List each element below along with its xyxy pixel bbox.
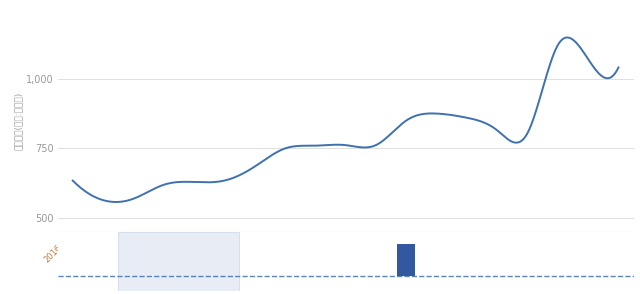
Bar xyxy=(397,244,415,276)
Y-axis label: 거래금액(단위:백만원): 거래금액(단위:백만원) xyxy=(14,91,23,150)
Bar xyxy=(118,232,239,291)
